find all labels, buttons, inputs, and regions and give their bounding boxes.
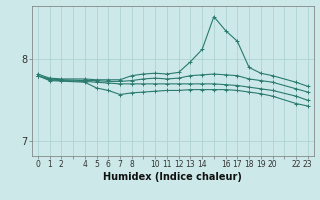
X-axis label: Humidex (Indice chaleur): Humidex (Indice chaleur) [103, 172, 242, 182]
